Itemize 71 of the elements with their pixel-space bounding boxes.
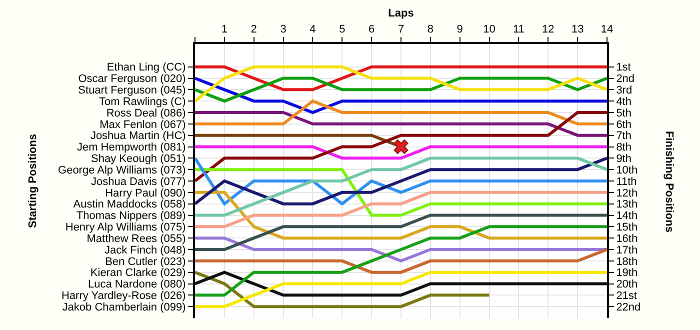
- line-series: [195, 76, 607, 114]
- x-tick-label: 4: [310, 24, 316, 36]
- y2-axis-title: Finishing Positions: [663, 131, 675, 232]
- y2-tick-label: 17th: [616, 244, 638, 256]
- category-label: Matthew Rees (055): [86, 232, 186, 245]
- category-label: Ben Cutler (023): [105, 256, 186, 268]
- y2-tick-label: 1st: [616, 62, 631, 74]
- category-label: Ethan Ling (CC): [106, 62, 186, 74]
- y2-tick-label: 4th: [616, 96, 632, 108]
- x-tick-label: 11: [513, 24, 524, 36]
- category-label: Oscar Ferguson (020): [78, 73, 186, 86]
- x-tick-label: 9: [456, 24, 463, 36]
- y2-tick-label: 7th: [616, 130, 632, 142]
- line-series: [195, 156, 607, 217]
- y2-tick-label: 9th: [616, 153, 632, 166]
- x-tick-label: 10: [483, 24, 496, 36]
- category-label: Stuart Ferguson (045): [78, 84, 186, 97]
- line-series: [195, 111, 607, 182]
- category-label: Joshua Davis (077): [91, 176, 186, 188]
- y2-tick-label: 6th: [616, 118, 632, 131]
- y2-tick-label: 21st: [616, 290, 637, 302]
- line-series: [195, 190, 607, 228]
- y2-tick-label: 16th: [616, 232, 638, 245]
- y2-tick-label: 20th: [616, 278, 638, 291]
- category-label: Henry Alp Williams (075): [65, 222, 186, 234]
- y2-tick-label: 8th: [616, 142, 632, 154]
- y2-tick-label: 11th: [616, 176, 637, 188]
- line-series: [195, 214, 607, 251]
- x-tick-label: 14: [600, 24, 614, 36]
- category-label: Shay Keough (051): [91, 153, 186, 166]
- category-label: Luca Nardone (080): [88, 278, 186, 291]
- category-label: Tom Rawlings (C): [99, 96, 186, 108]
- y2-tick-label: 10th: [616, 164, 638, 176]
- category-label: Kieran Clarke (029): [90, 267, 186, 280]
- category-label: Austin Maddocks (058): [73, 198, 186, 211]
- category-label: Thomas Nippers (089): [76, 210, 186, 222]
- category-label: Harry Paul (090): [105, 187, 186, 200]
- x-tick-label: 2: [250, 24, 257, 36]
- category-label: Jakob Chamberlain (099): [62, 301, 186, 314]
- category-label: Jem Hempworth (081): [76, 142, 186, 154]
- y2-tick-label: 5th: [616, 107, 632, 120]
- x-tick-label: 12: [542, 24, 554, 36]
- category-label: Joshua Martin (HC): [90, 130, 186, 142]
- line-series: [195, 270, 607, 308]
- line-series: [195, 156, 607, 206]
- x-axis-title: Laps: [388, 8, 414, 20]
- category-label: Harry Yardley-Rose (026): [61, 290, 186, 302]
- y2-tick-label: 14th: [616, 210, 638, 222]
- y2-tick-label: 2nd: [616, 73, 635, 86]
- y2-tick-label: 12th: [616, 187, 638, 200]
- y2-tick-label: 19th: [616, 267, 638, 280]
- x-tick-label: 8: [427, 24, 434, 36]
- category-label: Max Fenlon (067): [100, 118, 186, 131]
- category-label: Jack Finch (048): [104, 244, 186, 256]
- x-tick-label: 6: [368, 24, 375, 36]
- y2-tick-label: 18th: [616, 256, 638, 268]
- line-series: [195, 65, 607, 103]
- category-label: George Alp Williams (073): [58, 164, 186, 176]
- y2-tick-label: 22nd: [616, 301, 641, 314]
- line-series: [195, 270, 491, 308]
- y2-tick-label: 13th: [616, 198, 638, 211]
- line-series: [195, 225, 607, 297]
- x-tick-label: 1: [221, 24, 228, 36]
- x-tick-label: 13: [571, 24, 584, 36]
- x-tick-label: 7: [398, 24, 404, 36]
- x-tick-label: 5: [339, 24, 346, 36]
- y2-tick-label: 15th: [616, 222, 638, 234]
- x-tick-label: 3: [280, 24, 286, 36]
- category-label: Ross Deal (086): [106, 107, 186, 120]
- text: Starting Positions: [27, 134, 39, 228]
- y2-tick-label: 3rd: [616, 84, 632, 97]
